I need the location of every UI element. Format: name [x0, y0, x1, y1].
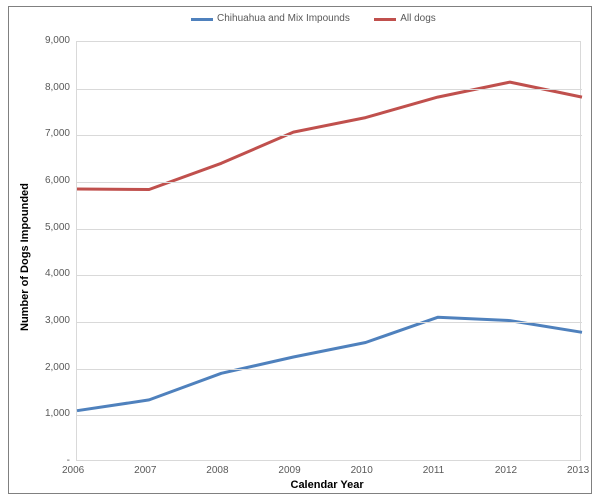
line-series-layer: [77, 42, 582, 462]
x-tick-label: 2009: [278, 465, 300, 476]
plot-area: [76, 41, 581, 461]
gridline-y: [77, 322, 582, 323]
y-tick-label: 3,000: [45, 315, 70, 326]
chart-outer: Chihuahua and Mix Impounds All dogs Numbe…: [8, 6, 592, 494]
x-tick-label: 2013: [567, 465, 589, 476]
y-tick-label: 4,000: [45, 268, 70, 279]
gridline-y: [77, 182, 582, 183]
gridline-y: [77, 415, 582, 416]
y-tick-label: 2,000: [45, 362, 70, 373]
legend-label: Chihuahua and Mix Impounds: [217, 13, 350, 24]
y-tick-label: 1,000: [45, 408, 70, 419]
gridline-y: [77, 369, 582, 370]
legend-swatch: [191, 18, 213, 21]
x-tick-label: 2011: [423, 465, 445, 476]
y-tick-label: 5,000: [45, 222, 70, 233]
series-line: [77, 317, 582, 410]
x-tick-label: 2006: [62, 465, 84, 476]
y-tick-label: 6,000: [45, 175, 70, 186]
y-tick-label: 8,000: [45, 82, 70, 93]
y-tick-label: 9,000: [45, 35, 70, 46]
legend-label: All dogs: [400, 13, 436, 24]
gridline-y: [77, 275, 582, 276]
gridline-y: [77, 89, 582, 90]
gridline-y: [77, 229, 582, 230]
x-tick-label: 2007: [134, 465, 156, 476]
gridline-y: [77, 135, 582, 136]
y-axis-title: Number of Dogs Impounded: [19, 183, 31, 331]
x-tick-label: 2012: [495, 465, 517, 476]
legend-swatch: [374, 18, 396, 21]
x-tick-label: 2010: [351, 465, 373, 476]
y-tick-label: 7,000: [45, 128, 70, 139]
x-axis-title: Calendar Year: [291, 479, 364, 491]
x-tick-label: 2008: [206, 465, 228, 476]
